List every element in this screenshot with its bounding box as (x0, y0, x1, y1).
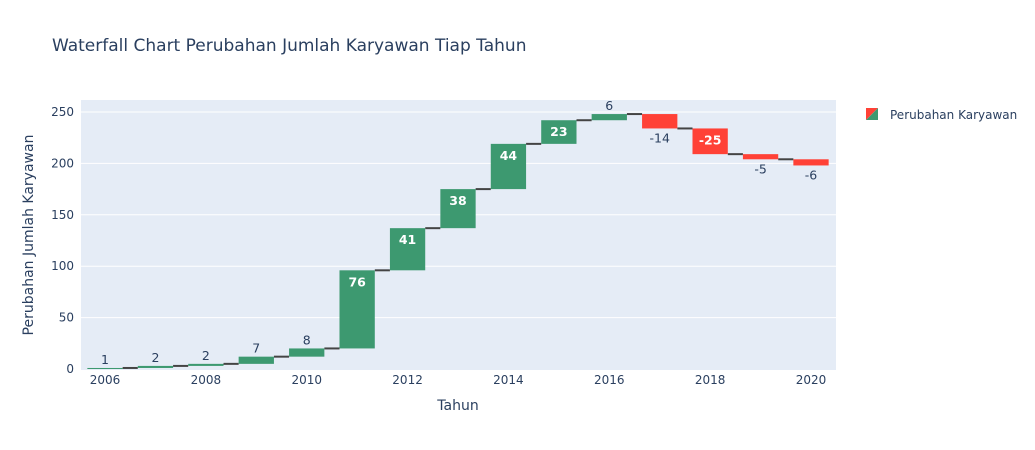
data-label: 1 (101, 352, 109, 367)
y-axis-title: Perubahan Jumlah Karyawan (21, 135, 37, 336)
y-tick-label: 150 (51, 208, 74, 222)
data-label: -6 (805, 167, 818, 182)
data-label: -25 (699, 132, 722, 147)
bar[interactable] (289, 348, 324, 356)
bar[interactable] (87, 368, 122, 369)
bar[interactable] (188, 364, 223, 366)
data-label: 7 (252, 341, 260, 356)
y-tick-label: 100 (51, 259, 74, 273)
bar[interactable] (743, 154, 778, 159)
x-tick-label: 2006 (90, 373, 121, 387)
chart-title: Waterfall Chart Perubahan Jumlah Karyawa… (52, 36, 526, 56)
y-tick-label: 50 (59, 311, 74, 325)
bar[interactable] (138, 366, 173, 368)
data-label: 2 (202, 348, 210, 363)
y-tick-label: 200 (51, 156, 74, 170)
data-label: 23 (550, 124, 567, 139)
x-tick-label: 2020 (796, 373, 827, 387)
legend[interactable]: Perubahan Karyawan (866, 108, 1017, 122)
data-label: 44 (500, 148, 518, 163)
x-tick-label: 2010 (291, 373, 322, 387)
x-axis-title: Tahun (436, 398, 478, 414)
data-label: -14 (650, 130, 670, 145)
data-label: 6 (605, 98, 613, 113)
data-label: 41 (399, 232, 416, 247)
data-label: 76 (348, 274, 366, 289)
bar[interactable] (592, 114, 627, 120)
bar[interactable] (642, 114, 677, 128)
data-label: 2 (151, 350, 159, 365)
y-tick-label: 0 (66, 362, 74, 376)
y-tick-label: 250 (51, 105, 74, 119)
legend-swatch-icon (866, 108, 878, 120)
y-tick-labels: 0 50 100 150 200 250 (51, 105, 74, 376)
bar[interactable] (239, 357, 274, 364)
legend-label: Perubahan Karyawan (890, 108, 1017, 122)
x-tick-label: 2016 (594, 373, 625, 387)
x-tick-label: 2012 (392, 373, 423, 387)
data-label: 8 (303, 332, 311, 347)
data-label: 38 (449, 193, 466, 208)
bar[interactable] (793, 159, 828, 165)
x-tick-labels: 2006 2008 2010 2012 2014 2016 2018 2020 (90, 373, 827, 387)
data-label: -5 (754, 161, 766, 176)
x-tick-label: 2018 (695, 373, 726, 387)
x-tick-label: 2014 (493, 373, 524, 387)
x-tick-label: 2008 (191, 373, 222, 387)
